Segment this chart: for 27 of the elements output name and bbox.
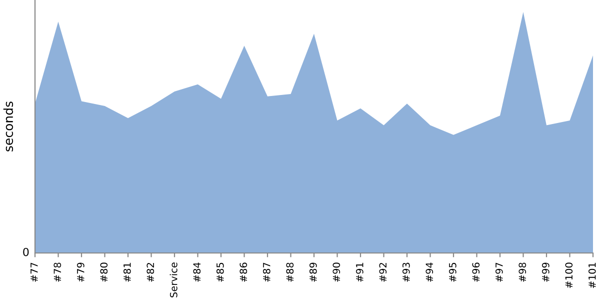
x-tick-label: #100 — [565, 262, 573, 288]
x-tick-label: #94 — [426, 262, 434, 282]
x-tick-label: #84 — [193, 262, 201, 282]
x-tick-label: #95 — [448, 262, 456, 282]
x-tick-label: #79 — [76, 262, 84, 282]
x-tick-label: #80 — [100, 262, 108, 282]
x-tick-label: #89 — [309, 262, 317, 282]
x-tick-label: #91 — [356, 262, 364, 282]
x-tick-label: #101 — [588, 262, 596, 288]
x-tick-label: #93 — [402, 262, 410, 282]
x-tick-label: Service — [170, 262, 178, 298]
x-tick-label: #78 — [54, 262, 62, 282]
x-tick-label: #86 — [240, 262, 248, 282]
y-axis-title: seconds — [3, 102, 14, 152]
x-tick-label: #81 — [123, 262, 131, 282]
x-tick-label: #99 — [542, 262, 550, 282]
x-tick-label: #96 — [472, 262, 480, 282]
x-tick-label: #82 — [146, 263, 154, 282]
x-tick-label: #90 — [332, 262, 340, 282]
x-tick-label: #97 — [495, 262, 503, 282]
x-tick-label: #92 — [379, 263, 387, 282]
x-tick-label: #77 — [30, 262, 38, 282]
x-tick-label: #88 — [286, 262, 294, 282]
x-tick-label: #87 — [262, 262, 270, 282]
x-tick-label: #98 — [518, 262, 526, 282]
text: 0 — [23, 248, 29, 256]
x-tick-label: #85 — [216, 262, 224, 282]
